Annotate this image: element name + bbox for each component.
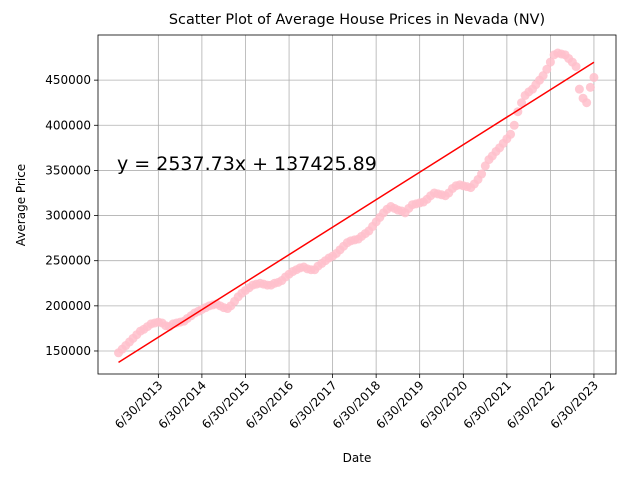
y-tick-label: 350000 bbox=[45, 163, 91, 177]
data-point bbox=[571, 62, 581, 72]
y-tick-label: 250000 bbox=[45, 254, 91, 268]
data-point bbox=[545, 57, 555, 67]
plot-area bbox=[114, 48, 599, 363]
y-tick-label: 300000 bbox=[45, 209, 91, 223]
y-tick-label: 400000 bbox=[45, 118, 91, 132]
data-point bbox=[477, 169, 487, 179]
data-point bbox=[506, 129, 516, 139]
data-point bbox=[542, 64, 552, 74]
data-point bbox=[517, 98, 527, 108]
regression-equation: y = 2537.73x + 137425.89 bbox=[117, 153, 377, 175]
data-point bbox=[574, 84, 584, 94]
data-point bbox=[582, 98, 592, 108]
axes-frame bbox=[97, 34, 617, 375]
data-point bbox=[589, 72, 599, 82]
x-tick-label: 6/30/2023 bbox=[548, 378, 601, 431]
y-axis-label: Average Price bbox=[14, 164, 28, 246]
regression-line bbox=[118, 61, 595, 363]
chart-title: Scatter Plot of Average House Prices in … bbox=[169, 12, 545, 28]
y-tick-label: 200000 bbox=[45, 299, 91, 313]
data-point bbox=[585, 82, 595, 92]
y-tick-label: 150000 bbox=[45, 344, 91, 358]
x-axis-label: Date bbox=[343, 451, 372, 465]
data-point bbox=[509, 120, 519, 130]
y-tick-label: 450000 bbox=[45, 73, 91, 87]
